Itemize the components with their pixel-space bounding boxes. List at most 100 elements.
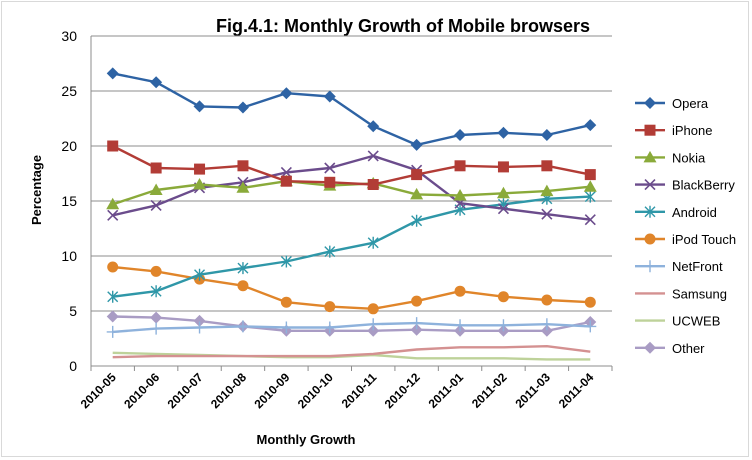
data-point-opera <box>106 67 119 80</box>
data-point-android <box>194 268 206 281</box>
data-point-opera <box>193 100 206 113</box>
data-point-opera <box>280 87 293 100</box>
series-iphone <box>107 140 596 190</box>
data-point-netfront <box>540 318 553 331</box>
legend-marker-other <box>644 341 656 354</box>
data-point-opera <box>150 76 163 89</box>
y-axis-ticks: 0 5 10 15 20 25 30 <box>61 28 77 374</box>
data-point-iphone <box>454 160 466 172</box>
y-axis-title: Percentage <box>29 155 44 225</box>
data-point-opera <box>584 119 597 132</box>
legend-label-nokia: Nokia <box>672 150 706 165</box>
x-tick-label: 2010-05 <box>78 370 119 411</box>
series-line-android <box>112 195 591 298</box>
series-line-other <box>112 315 591 332</box>
legend-label-netfront: NetFront <box>672 259 723 274</box>
data-point-ipod-touch <box>107 261 119 273</box>
x-tick-label: 2010-10 <box>295 370 336 411</box>
data-point-opera <box>497 126 510 139</box>
data-point-other <box>193 314 206 327</box>
data-point-blackberry <box>324 162 336 174</box>
x-axis-title: Monthly Growth <box>257 432 356 447</box>
data-point-iphone <box>324 176 336 188</box>
data-point-other <box>106 310 119 323</box>
data-point-netfront <box>150 322 163 335</box>
series-android <box>107 190 596 303</box>
data-point-netfront <box>236 320 249 333</box>
data-point-nokia <box>236 181 250 193</box>
data-point-ipod-touch <box>411 295 423 307</box>
data-point-opera <box>367 120 380 133</box>
x-tick-label: 2011-04 <box>556 370 597 411</box>
data-point-other <box>410 323 423 336</box>
y-tick-label: 0 <box>69 358 77 374</box>
x-tick-label: 2010-06 <box>121 370 162 411</box>
legend-label-opera: Opera <box>672 96 709 111</box>
data-point-nokia <box>540 184 554 197</box>
data-point-netfront <box>367 318 380 331</box>
data-point-iphone <box>280 175 292 187</box>
data-point-netfront <box>106 325 119 338</box>
data-point-ipod-touch <box>324 301 336 313</box>
data-point-nokia <box>410 187 424 200</box>
data-point-blackberry <box>150 199 162 211</box>
data-point-other <box>540 324 553 337</box>
x-tick-label: 2011-02 <box>469 370 510 411</box>
data-point-iphone <box>367 179 379 190</box>
y-tick-label: 15 <box>61 193 77 209</box>
legend-marker-nokia <box>643 150 657 163</box>
legend-item-netfront: NetFront <box>635 259 723 274</box>
data-point-iphone <box>541 160 553 172</box>
x-tick-label: 2010-11 <box>339 370 380 411</box>
legend-item-other: Other <box>635 341 705 356</box>
legend-label-ucweb: UCWEB <box>672 314 720 329</box>
data-point-netfront <box>497 319 510 332</box>
data-point-netfront <box>280 321 293 334</box>
data-point-ipod-touch <box>497 291 509 303</box>
data-point-ipod-touch <box>367 303 379 315</box>
y-tick-label: 30 <box>61 28 77 44</box>
data-point-ipod-touch <box>237 280 249 292</box>
data-point-opera <box>236 101 249 114</box>
data-point-netfront <box>193 321 206 334</box>
data-point-ipod-touch <box>280 296 292 308</box>
data-point-ipod-touch <box>541 294 553 306</box>
legend-label-ipod-touch: iPod Touch <box>672 232 736 247</box>
legend-label-blackberry: BlackBerry <box>672 178 735 193</box>
data-point-android <box>150 285 162 298</box>
legend-label-other: Other <box>672 341 705 356</box>
data-point-nokia <box>496 186 510 199</box>
series-line-netfront <box>112 321 591 334</box>
series-line-samsung <box>112 345 591 359</box>
data-point-iphone <box>150 162 162 174</box>
legend-item-android: Android <box>635 205 717 220</box>
legend-marker-ipod-touch <box>644 233 656 245</box>
data-point-netfront <box>454 319 467 332</box>
series-nokia <box>106 174 597 210</box>
series-ipod-touch <box>107 261 596 315</box>
legend-item-opera: Opera <box>635 96 709 111</box>
legend-marker-blackberry <box>644 179 656 191</box>
data-point-other <box>150 311 163 324</box>
legend-marker-android <box>644 205 656 218</box>
data-point-ipod-touch <box>584 296 596 308</box>
y-tick-label: 20 <box>61 138 77 154</box>
data-point-ipod-touch <box>454 285 466 297</box>
data-point-blackberry <box>107 209 119 221</box>
data-point-opera <box>410 138 423 151</box>
data-point-netfront <box>410 317 423 330</box>
series-line-blackberry <box>112 154 591 221</box>
x-tick-label: 2010-08 <box>208 370 249 411</box>
legend-marker-iphone <box>644 124 656 136</box>
legend-label-iphone: iPhone <box>672 123 712 138</box>
axes <box>90 36 613 371</box>
y-tick-label: 25 <box>61 83 77 99</box>
x-axis-ticks: 2010-05 2010-06 2010-07 2010-08 2010-09 2010-… <box>78 370 597 411</box>
data-point-opera <box>323 90 336 103</box>
data-point-nokia <box>193 178 207 190</box>
data-point-other <box>367 324 380 337</box>
data-point-blackberry <box>584 214 596 226</box>
x-tick-label: 2011-03 <box>512 370 553 411</box>
data-point-blackberry <box>367 150 379 162</box>
